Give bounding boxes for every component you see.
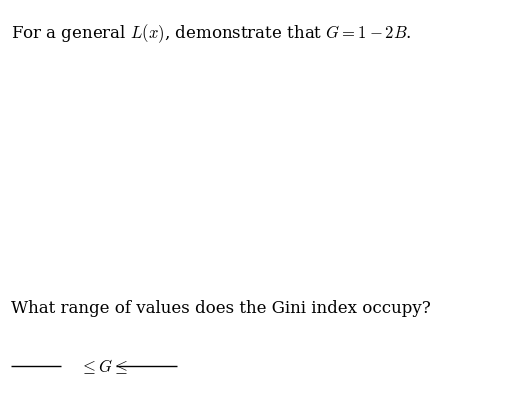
Text: What range of values does the Gini index occupy?: What range of values does the Gini index… xyxy=(11,300,431,317)
Text: $\leq G \leq$: $\leq G \leq$ xyxy=(80,357,128,376)
Text: For a general $L(x)$, demonstrate that $G = 1 - 2B$.: For a general $L(x)$, demonstrate that $… xyxy=(11,22,412,45)
